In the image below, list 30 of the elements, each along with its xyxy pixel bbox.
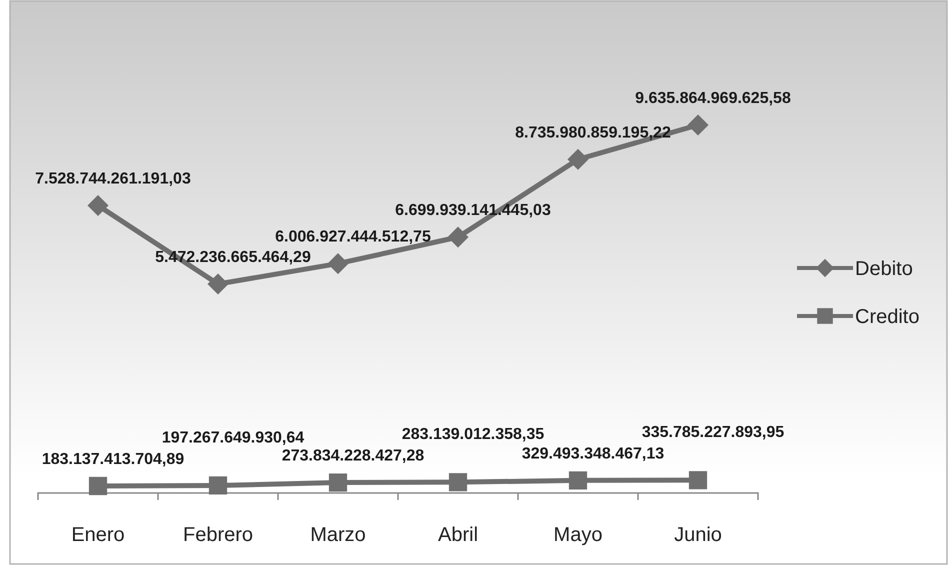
data-label: 7.528.744.261.191,03 bbox=[35, 170, 191, 188]
data-label: 6.006.927.444.512,75 bbox=[275, 228, 431, 246]
x-tick-label: Mayo bbox=[554, 524, 602, 546]
point bbox=[448, 226, 468, 248]
x-tick-label: Abril bbox=[438, 524, 478, 546]
point bbox=[208, 476, 228, 495]
data-label: 273.834.228.427,28 bbox=[282, 448, 424, 465]
legend-label: Credito bbox=[855, 306, 920, 328]
data-label: 183.137.413.704,89 bbox=[42, 451, 184, 468]
x-tick-label: Marzo bbox=[310, 524, 366, 546]
point bbox=[688, 471, 708, 490]
data-label: 9.635.864.969.625,58 bbox=[635, 90, 791, 107]
data-label: 197.267.649.930,64 bbox=[162, 429, 304, 446]
point bbox=[328, 473, 348, 492]
point bbox=[328, 253, 348, 274]
point bbox=[448, 473, 468, 492]
x-tick-label: Enero bbox=[71, 524, 125, 546]
x-tick-label: Febrero bbox=[182, 524, 254, 546]
legend-label: Debito bbox=[855, 258, 913, 280]
point bbox=[568, 148, 588, 170]
data-label: 335.785.227.893,95 bbox=[642, 424, 784, 442]
point bbox=[568, 471, 588, 490]
point bbox=[688, 114, 708, 136]
point bbox=[88, 194, 108, 216]
point bbox=[88, 476, 108, 496]
data-label: 8.735.980.859.195,22 bbox=[515, 124, 671, 142]
data-label: 283.139.012.358,35 bbox=[402, 426, 544, 444]
x-tick-label: Junio bbox=[674, 524, 722, 546]
data-label: 329.493.348.467,13 bbox=[522, 445, 664, 462]
point bbox=[208, 274, 228, 294]
